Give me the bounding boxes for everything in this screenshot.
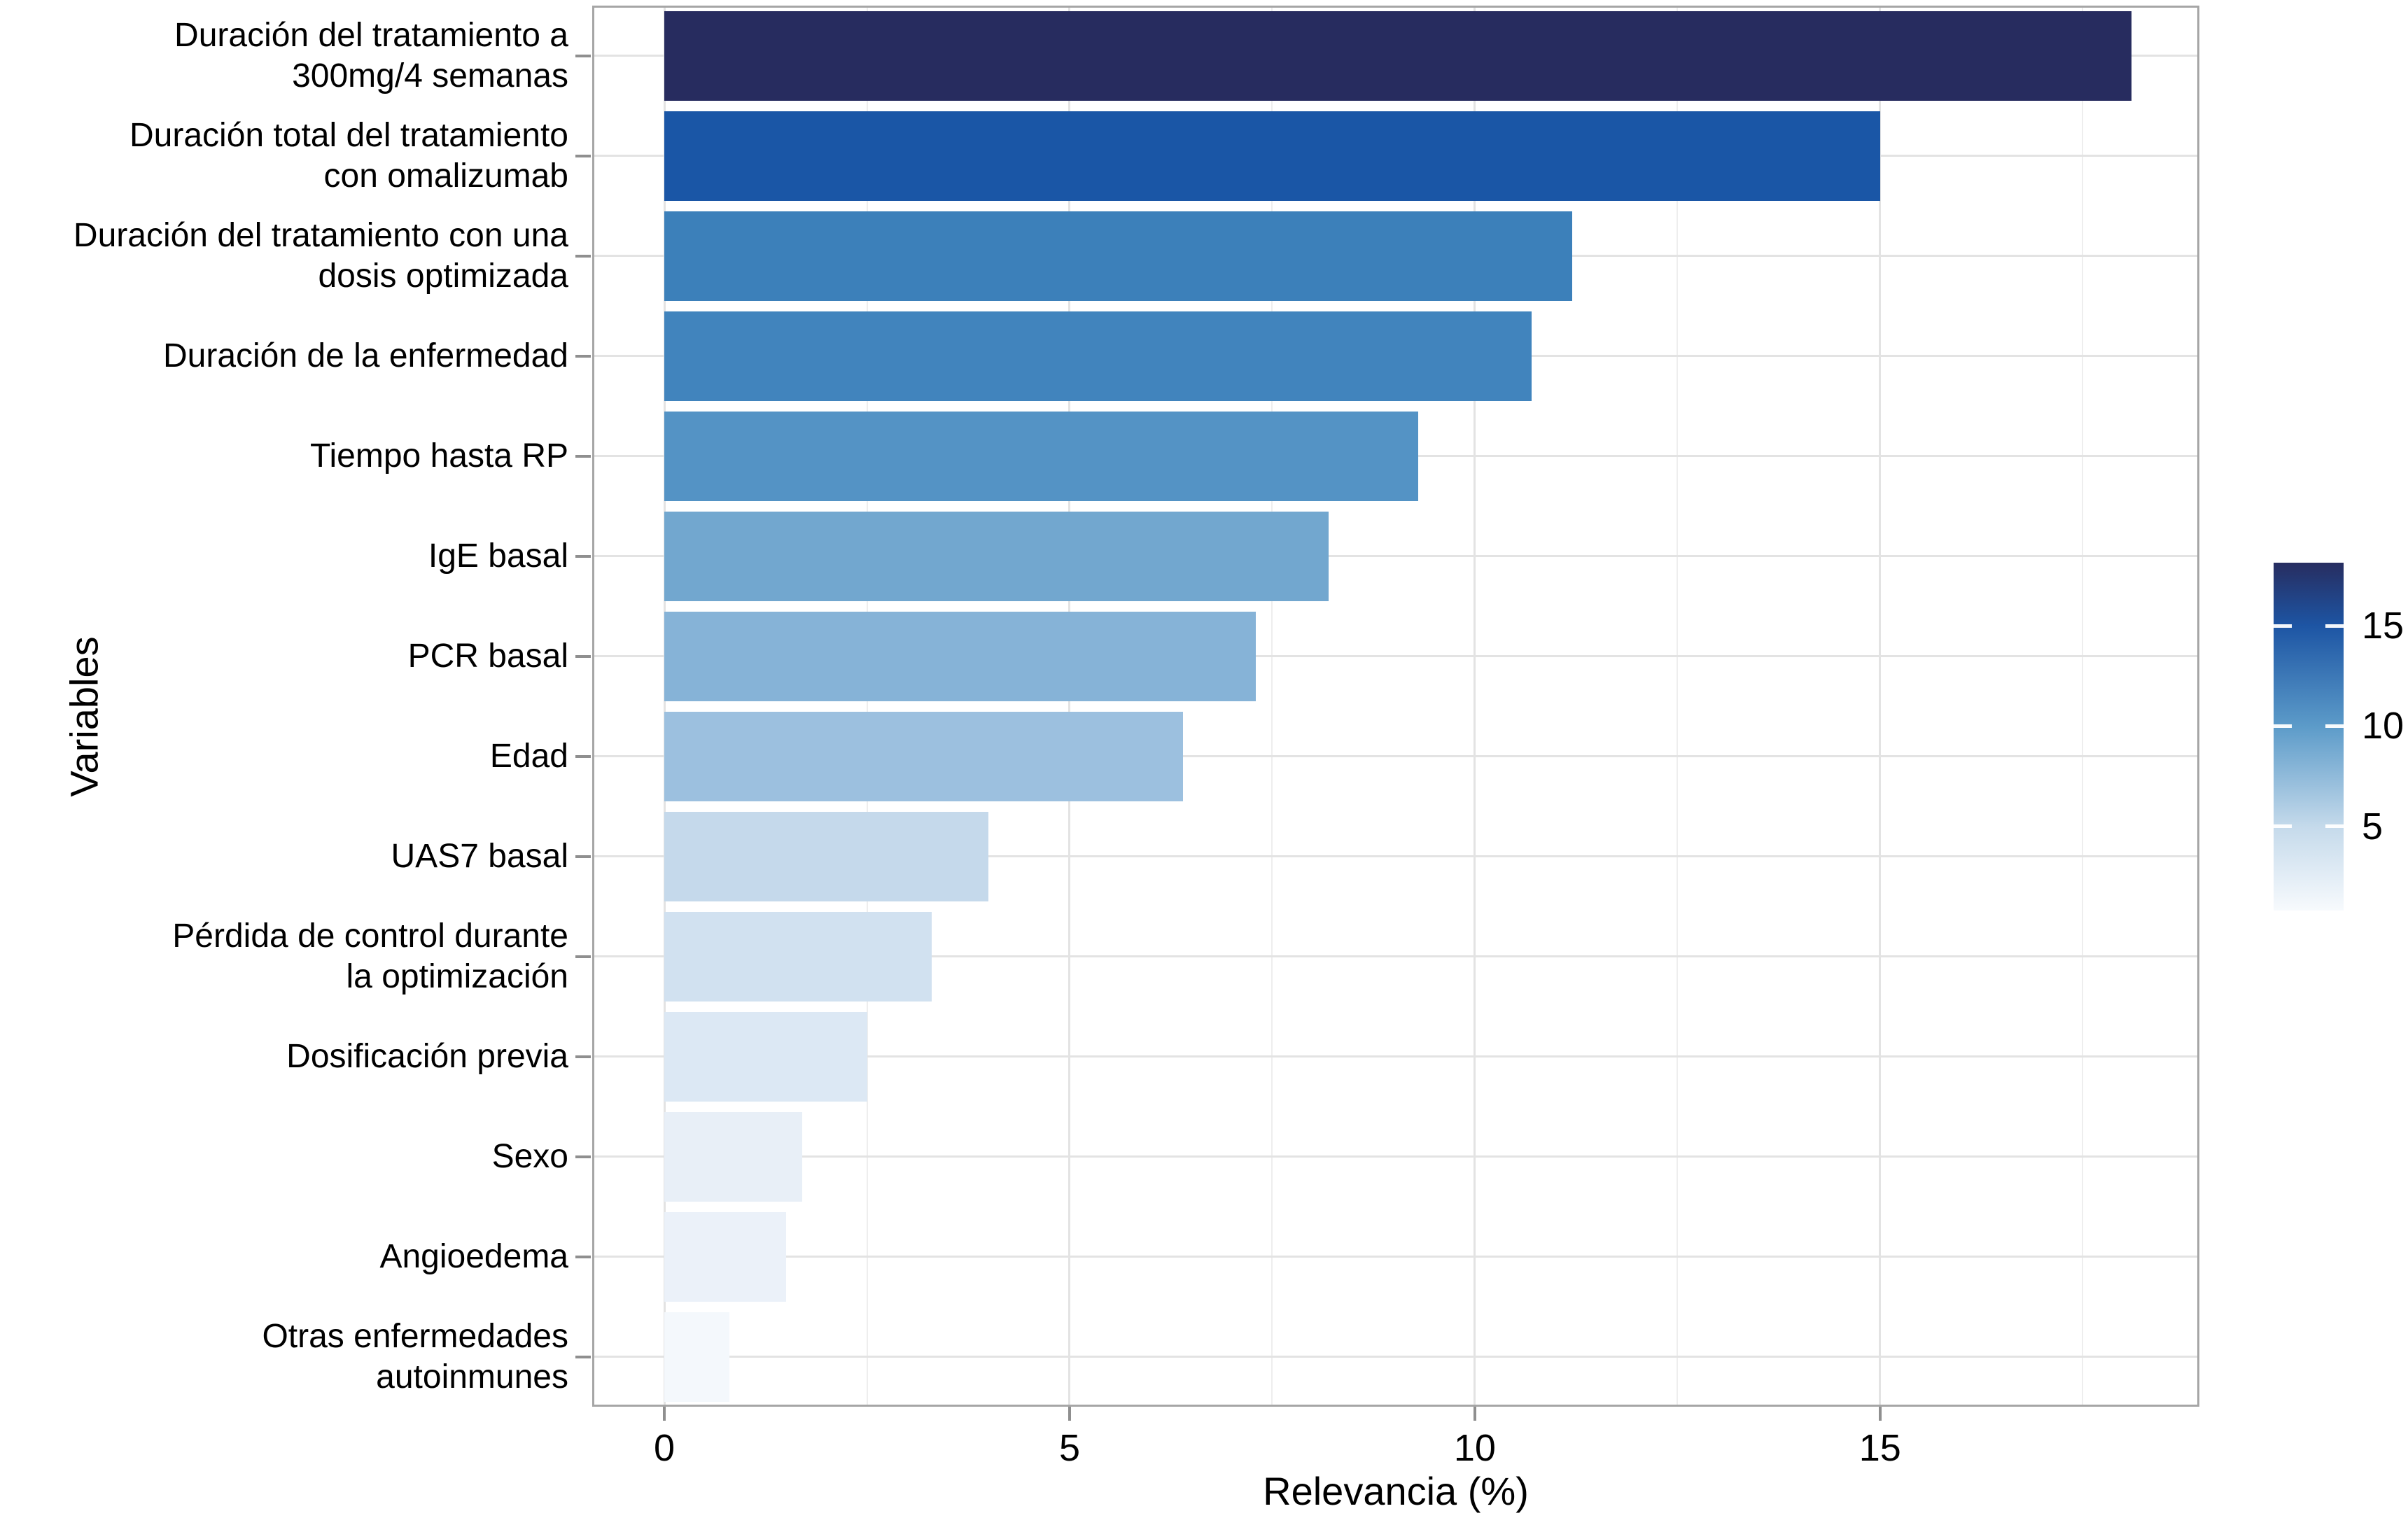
y-tick-mark — [575, 454, 591, 458]
colorbar-tick-label: 5 — [2362, 805, 2384, 848]
bar — [664, 1011, 867, 1102]
y-major-gridline — [592, 1155, 2199, 1158]
y-tick-mark — [575, 754, 591, 758]
colorbar-tick-left — [2274, 724, 2292, 728]
y-major-gridline — [592, 855, 2199, 857]
colorbar-tick-label: 10 — [2362, 705, 2404, 747]
x-tick-label: 10 — [1453, 1427, 1496, 1469]
y-category-label: Duración del tratamiento con una dosis op… — [73, 216, 568, 295]
y-category-label: Duración de la enfermedad — [162, 337, 568, 374]
colorbar-tick-right — [2325, 624, 2344, 628]
y-tick-mark — [575, 554, 591, 558]
y-category-label: IgE basal — [428, 537, 568, 575]
y-category-label: Duración total del tratamiento con omaliz… — [130, 116, 568, 195]
plot-panel — [592, 6, 2199, 1407]
y-tick-mark — [575, 955, 591, 958]
colorbar-tick-label: 15 — [2362, 605, 2404, 647]
y-category-label: UAS7 basal — [391, 837, 568, 875]
bar — [664, 1211, 786, 1302]
colorbar-tick-right — [2325, 824, 2344, 829]
x-tick-label: 15 — [1858, 1427, 1901, 1469]
y-tick-mark — [575, 354, 591, 358]
x-tick-label: 0 — [654, 1427, 676, 1469]
bar — [664, 611, 1256, 701]
x-minor-gridline — [2082, 6, 2084, 1407]
y-major-gridline — [592, 655, 2199, 657]
y-tick-mark — [575, 254, 591, 258]
y-major-gridline — [592, 1055, 2199, 1057]
y-category-label: Edad — [489, 737, 568, 775]
y-tick-mark — [575, 154, 591, 157]
x-major-gridline — [1879, 6, 1882, 1407]
colorbar-legend — [2274, 563, 2344, 911]
bar — [664, 511, 1329, 601]
bar — [664, 1312, 729, 1402]
y-category-label: Otras enfermedades autoinmunes — [262, 1317, 568, 1396]
x-axis-title: Relevancia (%) — [1263, 1469, 1529, 1513]
x-tick-mark — [663, 1407, 666, 1421]
x-minor-gridline — [1676, 6, 1679, 1407]
x-major-gridline — [1474, 6, 1476, 1407]
y-tick-mark — [575, 855, 591, 858]
x-tick-mark — [1068, 1407, 1071, 1421]
y-major-gridline — [592, 1356, 2199, 1358]
x-tick-mark — [1473, 1407, 1476, 1421]
y-tick-mark — [575, 54, 591, 57]
y-axis-title: Variables — [62, 636, 106, 797]
bar — [664, 711, 1184, 801]
y-category-label: Tiempo hasta RP — [309, 437, 568, 475]
x-minor-gridline — [1271, 6, 1273, 1407]
x-minor-gridline — [866, 6, 868, 1407]
bar — [664, 111, 1880, 201]
bar — [664, 10, 2132, 101]
y-category-label: PCR basal — [407, 637, 568, 675]
y-category-label: Dosificación previa — [286, 1037, 568, 1075]
y-category-label: Angioedema — [379, 1237, 568, 1275]
y-tick-mark — [575, 1255, 591, 1258]
y-major-gridline — [592, 1256, 2199, 1258]
y-category-label: Duración del tratamiento a 300mg/4 semana… — [174, 16, 568, 94]
y-category-label: Pérdida de control durante la optimizació… — [172, 917, 568, 995]
y-major-gridline — [592, 955, 2199, 957]
y-major-gridline — [592, 555, 2199, 557]
x-tick-label: 5 — [1058, 1427, 1080, 1469]
y-tick-mark — [575, 1155, 591, 1158]
colorbar-tick-left — [2274, 824, 2292, 829]
bar — [664, 311, 1532, 401]
colorbar-tick-right — [2325, 724, 2344, 728]
bar — [664, 811, 989, 901]
x-tick-mark — [1878, 1407, 1882, 1421]
bar — [664, 411, 1418, 501]
colorbar-tick-left — [2274, 624, 2292, 628]
x-major-gridline — [1068, 6, 1071, 1407]
y-tick-mark — [575, 1055, 591, 1058]
y-tick-mark — [575, 1355, 591, 1358]
x-major-gridline — [663, 6, 666, 1407]
bar — [664, 1111, 802, 1202]
y-category-label: Sexo — [491, 1137, 568, 1175]
y-major-gridline — [592, 755, 2199, 757]
bar — [664, 911, 932, 1002]
bar — [664, 211, 1572, 301]
y-tick-mark — [575, 654, 591, 658]
